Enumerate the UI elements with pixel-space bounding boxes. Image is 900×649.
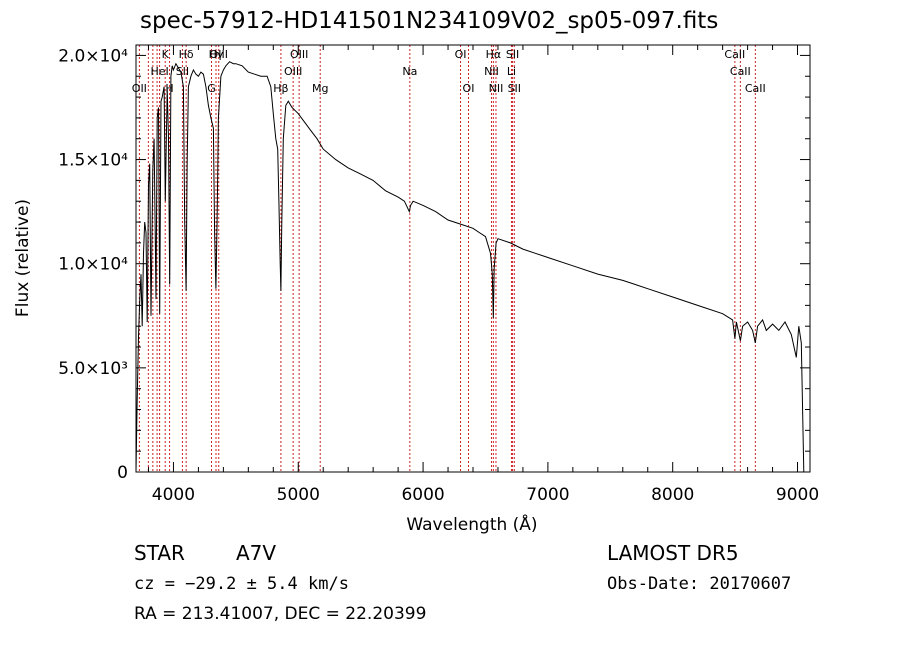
line-label: Na — [402, 65, 417, 78]
line-label: OI — [455, 48, 467, 61]
line-label: CaII — [730, 65, 751, 78]
line-label: OIII — [290, 48, 308, 61]
line-markers — [138, 45, 756, 472]
x-tick-label: 4000 — [152, 485, 195, 505]
line-label: Hδ — [179, 48, 194, 61]
x-tick-label: 6000 — [401, 485, 444, 505]
line-label: CaII — [745, 82, 766, 95]
line-label: CaII — [724, 48, 745, 61]
y-tick-label: 2.0×10⁴ — [58, 46, 128, 66]
line-label: Hα — [486, 48, 502, 61]
y-axis-label: Flux (relative) — [13, 199, 33, 317]
object-subclass: A7V — [236, 541, 277, 565]
line-label: OIII — [210, 48, 228, 61]
x-tick-label: 8000 — [651, 485, 694, 505]
y-tick-label: 1.5×10⁴ — [58, 151, 128, 171]
x-tick-label: 7000 — [526, 485, 569, 505]
line-label: OII — [132, 82, 147, 95]
line-label: Li — [507, 65, 516, 78]
line-label: Mg — [312, 82, 328, 95]
coordinates: RA = 213.41007, DEC = 22.20399 — [134, 604, 427, 624]
line-label: H — [165, 82, 173, 95]
y-tick-label: 0 — [117, 463, 128, 483]
y-axis: 0 5.0×10³ 1.0×10⁴ 1.5×10⁴ 2.0×10⁴ — [58, 46, 810, 483]
line-label: OIII — [284, 65, 302, 78]
line-label: Hγ — [209, 48, 224, 61]
x-axis: 4000 5000 6000 7000 8000 9000 — [147, 45, 819, 505]
survey-name: LAMOST DR5 — [607, 541, 739, 565]
line-label: Hβ — [273, 82, 288, 95]
y-tick-label: 5.0×10³ — [58, 359, 128, 379]
y-tick-label: 1.0×10⁴ — [58, 255, 128, 275]
line-label: OI — [463, 82, 475, 95]
line-label: SII — [506, 48, 519, 61]
chart-title: spec-57912-HD141501N234109V02_sp05-097.f… — [140, 8, 719, 34]
line-label: G — [207, 82, 216, 95]
x-tick-label: 5000 — [277, 485, 320, 505]
line-label: K — [162, 48, 170, 61]
obs-date: Obs-Date: 20170607 — [607, 574, 792, 594]
object-class: STAR — [134, 541, 185, 565]
x-tick-label: 9000 — [776, 485, 819, 505]
spectrum-line — [135, 61, 805, 473]
redshift-line: cz = −29.2 ± 5.4 km/s — [134, 574, 349, 594]
x-axis-label: Wavelength (Å) — [406, 513, 537, 535]
line-label: NII — [484, 65, 499, 78]
line-label: HeI — [150, 65, 168, 78]
line-label: SII — [508, 82, 521, 95]
plot-frame — [135, 44, 811, 473]
line-label: NII — [489, 82, 504, 95]
